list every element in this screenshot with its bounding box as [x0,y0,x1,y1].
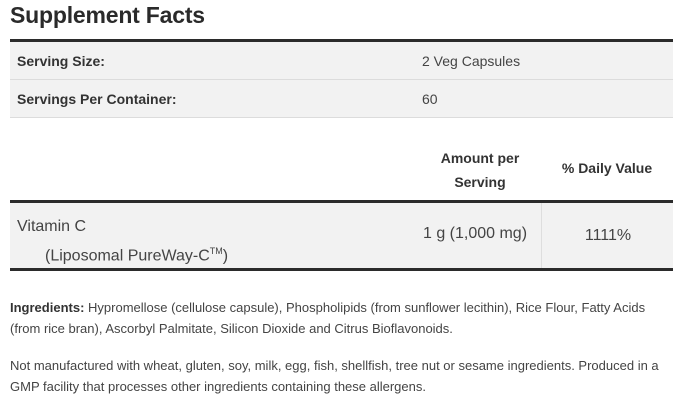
serving-size-value: 2 Veg Capsules [422,52,521,69]
nutrient-amount: 1 g (1,000 mg) [422,225,528,242]
servings-per-container-label: Servings Per Container: [17,90,177,107]
nutrient-sub-end: ) [222,247,229,265]
nutrient-name: Vitamin C (Liposomal PureWay-CTM) [17,214,228,268]
serving-size-label: Serving Size: [17,52,105,69]
page-title: Supplement Facts [10,2,205,28]
servings-per-container-value: 60 [422,90,438,107]
trademark-mark: TM [209,246,223,256]
ingredients-list: Hypromellose (cellulose capsule), Phosph… [10,300,646,336]
amount-header-line1: Amount per [440,150,520,166]
nutrient-row: Vitamin C (Liposomal PureWay-CTM) 1 g (1… [10,200,673,271]
serving-size-row: Serving Size: 2 Veg Capsules [10,42,673,80]
allergen-note: Not manufactured with wheat, gluten, soy… [10,358,659,394]
daily-value-header: % Daily Value [561,160,653,176]
servings-per-container-row: Servings Per Container: 60 [10,80,673,118]
nutrient-daily-value: 1111% [541,203,674,268]
nutrient-name-sub: (Liposomal PureWay-CTM) [17,239,228,268]
nutrient-sub-text: (Liposomal PureWay-C [45,247,210,265]
nutrient-table-header: Amount per Serving % Daily Value [10,146,673,200]
ingredients-label: Ingredients: [10,300,85,315]
serving-info-table: Serving Size: 2 Veg Capsules Servings Pe… [10,39,673,118]
amount-header-line2: Serving [454,174,506,190]
amount-per-serving-header: Amount per Serving [415,146,545,194]
nutrient-name-main: Vitamin C [17,218,87,235]
ingredients-text: Ingredients: Hypromellose (cellulose cap… [10,297,675,339]
